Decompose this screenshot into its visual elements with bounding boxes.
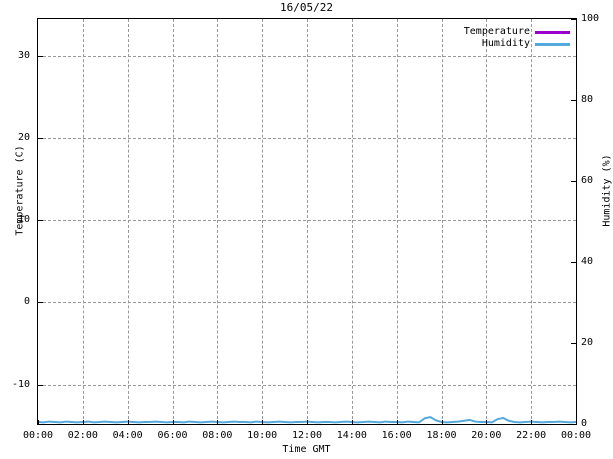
legend-swatch-temperature [535,30,570,34]
y-tick-label-right: 60 [581,175,594,186]
x-tick-label: 16:00 [381,430,412,441]
y-tick-right [571,424,577,425]
x-tick-label: 12:00 [291,430,323,441]
gridline-vertical [307,19,308,424]
x-tick [127,420,129,425]
y-tick-right [571,262,577,263]
x-axis-label: Time GMT [282,444,331,455]
y-tick-left [37,384,43,386]
y-tick-label-left: 30 [17,49,30,61]
x-tick-label: 08:00 [202,430,233,441]
x-tick-label: 18:00 [426,430,457,441]
y-tick-label-left: 20 [17,132,30,144]
y-tick-right [571,19,577,20]
x-tick [38,420,39,425]
x-tick-label: 06:00 [157,430,188,441]
x-tick-label: 22:00 [516,430,547,441]
x-tick [576,420,577,425]
x-tick-label: 02:00 [67,430,98,441]
gridline-vertical [172,19,174,424]
y-tick-left [37,220,43,222]
gridline-vertical [531,19,533,424]
x-tick [307,420,308,425]
x-tick-label: 10:00 [247,430,278,441]
y-tick-label-right: 80 [581,94,594,105]
y-tick-label-right: 20 [581,337,594,348]
x-tick-label: 00:00 [22,430,54,441]
y-tick-left [37,138,43,140]
y-tick-label-left: 10 [17,214,30,226]
x-tick-label: 20:00 [471,430,502,441]
legend-label-temperature: Temperature [463,26,530,37]
x-tick [351,420,353,425]
x-tick [262,420,264,425]
y-tick-right [571,100,577,101]
y-tick-label-right: 100 [581,13,600,24]
y-tick-label-right: 40 [581,256,594,267]
series-layer [38,416,576,424]
y-tick-right [571,181,577,182]
x-tick-label: 00:00 [560,430,592,441]
chart-title: 16/05/22 [280,1,333,14]
gridline-vertical [127,19,129,424]
x-tick [486,420,488,425]
chart-legend: Temperature Humidity [440,26,570,50]
x-tick [82,420,84,425]
gridline-vertical [262,19,264,424]
legend-swatch-humidity [535,42,570,46]
gridline-vertical [396,19,398,424]
gridline-vertical [217,19,219,424]
y-tick-label-left: 0 [23,296,30,308]
y-tick-label-right: 0 [581,418,588,429]
x-tick-label: 14:00 [336,430,367,441]
y-tick-left [37,55,43,57]
y-axis-label-right: Humidity (%) [601,154,613,227]
gridline-vertical [486,19,488,424]
y-tick-left [37,302,43,304]
x-tick-label: 04:00 [112,430,143,441]
legend-label-humidity: Humidity [481,38,530,49]
y-tick-right [571,343,577,344]
gridline-vertical [351,19,353,424]
legend-item-humidity: Humidity [440,38,570,50]
y-tick-label-left: -10 [11,378,30,390]
x-tick [396,420,398,425]
x-tick [441,420,443,425]
x-tick [217,420,219,425]
x-tick [172,420,174,425]
legend-item-temperature: Temperature [440,26,570,38]
gridline-vertical [441,19,443,424]
y-axis-label-left: Temperature (C) [14,145,26,236]
plot-area [37,18,577,425]
gridline-vertical [82,19,84,424]
x-tick [531,420,533,425]
